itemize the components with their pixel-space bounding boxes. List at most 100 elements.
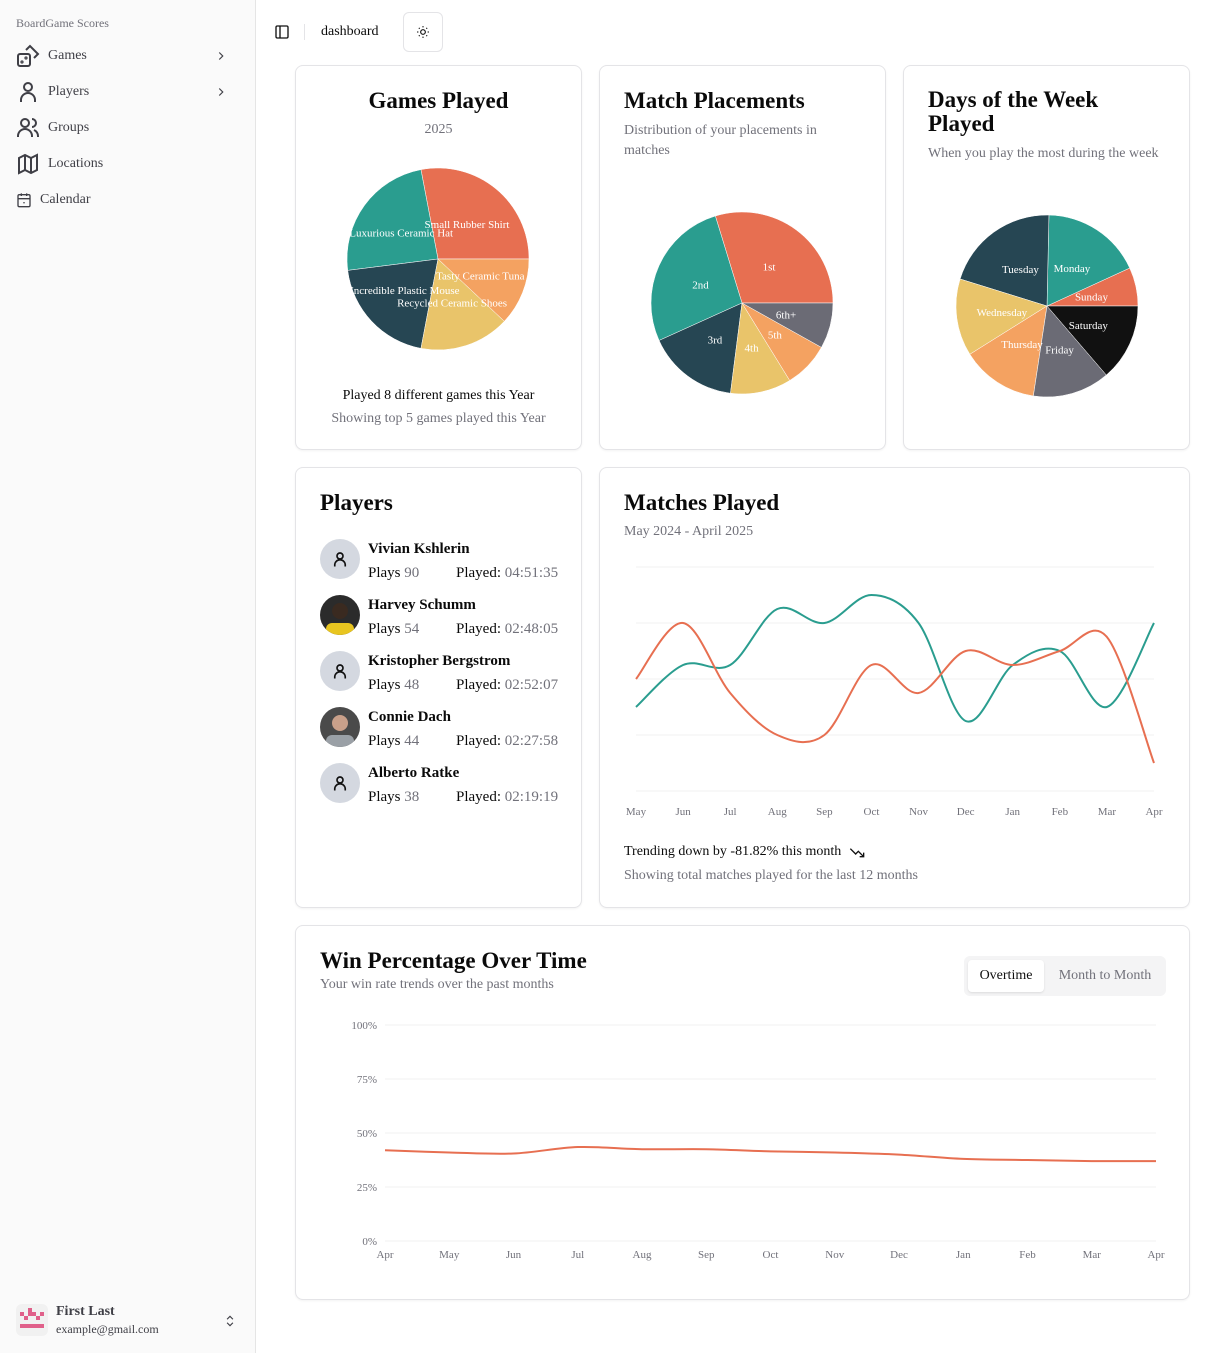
pie-slice[interactable] — [1033, 305, 1107, 398]
pie-slice[interactable] — [1046, 214, 1131, 307]
x-tick-label: Jun — [675, 806, 691, 818]
card-title: Players — [320, 490, 393, 515]
played-value: 02:19:19 — [504, 789, 559, 805]
pie-label: 1st — [763, 261, 776, 273]
x-tick-label: Jul — [724, 806, 737, 818]
plays-value: 54 — [404, 621, 420, 637]
x-tick-label: Feb — [1019, 1249, 1036, 1261]
user-menu[interactable]: First Last example@gmail.com — [16, 1304, 244, 1340]
x-tick-label: Jan — [956, 1249, 971, 1261]
pie-slice[interactable] — [969, 305, 1048, 397]
theme-toggle-button[interactable] — [403, 12, 443, 52]
pie-slice[interactable] — [1046, 305, 1139, 376]
user-name: First Last — [56, 1304, 115, 1319]
pie-slice[interactable] — [959, 214, 1050, 307]
card-title: Win Percentage Over Time — [320, 948, 587, 973]
player-name: Harvey Schumm — [368, 597, 476, 613]
pie-slice[interactable] — [437, 258, 530, 322]
pie-label: 6th+ — [776, 309, 796, 321]
breadcrumb[interactable]: dashboard — [321, 24, 379, 39]
plays-value: 90 — [404, 565, 420, 581]
pie-slice[interactable] — [650, 215, 743, 341]
x-tick-label: Dec — [957, 806, 975, 818]
win-line-chart: 0% 25% 50% 75% 100% Apr May Jun Jul Aug Sep Oct Nov D… — [351, 1020, 1165, 1261]
plays-label: Plays — [368, 565, 401, 581]
player-row[interactable]: Alberto Ratke Plays 38 Played: 02:19:19 — [320, 763, 570, 811]
player-row[interactable]: Vivian Kshlerin Plays 90 Played: 04:51:3… — [320, 539, 570, 587]
player-played: Played: 02:52:07 — [456, 677, 558, 694]
chevrons-up-down-icon[interactable] — [223, 1313, 237, 1329]
pie-slice[interactable] — [347, 258, 439, 349]
pie-label: 3rd — [708, 335, 723, 347]
dice-icon — [17, 44, 40, 67]
series-line — [384, 1145, 1157, 1163]
sidebar-item-calendar[interactable]: Calendar — [16, 186, 240, 214]
sidebar-item-groups[interactable]: Groups — [16, 114, 240, 142]
trend-text: Trending down by -81.82% this month — [624, 844, 865, 860]
sidebar-item-label: Calendar — [40, 192, 91, 207]
avatar — [320, 539, 360, 579]
pie-label: Tuesday — [1002, 264, 1039, 276]
pie-slice[interactable] — [658, 302, 743, 394]
avatar — [320, 707, 360, 747]
series-line — [635, 593, 1155, 723]
pie-label: 4th — [745, 342, 760, 354]
pie-slice[interactable] — [741, 302, 834, 348]
played-value: 02:48:05 — [504, 621, 559, 637]
card-subtitle: Distribution of your placements in match… — [624, 123, 817, 158]
x-tick-label: May — [439, 1249, 460, 1261]
x-tick-label: Aug — [768, 806, 787, 818]
pie-slice[interactable] — [715, 211, 834, 304]
avatar — [320, 763, 360, 803]
pie-slice[interactable] — [346, 169, 439, 271]
map-icon — [18, 153, 38, 175]
pie-slice[interactable] — [420, 167, 530, 260]
sidebar-item-games[interactable]: Games — [16, 42, 240, 70]
chevron-right-icon[interactable] — [214, 49, 228, 63]
player-plays: Plays 54 — [368, 621, 419, 638]
user-email: example@gmail.com — [56, 1322, 159, 1336]
pie-label: Small Rubber Shirt — [425, 219, 510, 231]
series-line — [635, 622, 1155, 764]
plays-value: 44 — [404, 733, 420, 749]
games-played-card: Games Played 2025 Small Rubber Shirt Luxu… — [295, 65, 582, 450]
days-pie-chart: Sunday Monday Tuesday Wednesday Thursday Frid… — [955, 214, 1139, 398]
played-label: Played: — [456, 733, 501, 749]
card-subtitle: 2025 — [424, 122, 453, 137]
pie-slice[interactable] — [420, 258, 505, 351]
player-plays: Plays 48 — [368, 677, 419, 694]
card-title: Days of the Week Played — [928, 87, 1099, 136]
toggle-month-to-month[interactable]: Month to Month — [1058, 968, 1152, 983]
x-tick-label: Apr — [1145, 806, 1162, 818]
sidebar-item-players[interactable]: Players — [16, 78, 240, 106]
pie-label: 5th — [768, 329, 783, 341]
player-row[interactable]: Kristopher Bergstrom Plays 48 Played: 02… — [320, 651, 570, 699]
player-row[interactable]: Harvey Schumm Plays 54 Played: 02:48:05 — [320, 595, 570, 643]
x-tick-label: Aug — [633, 1249, 652, 1261]
sidebar-toggle-icon[interactable] — [274, 24, 290, 40]
x-tick-label: Sep — [816, 806, 833, 818]
sidebar-item-label: Players — [48, 84, 90, 99]
chevron-right-icon[interactable] — [214, 85, 228, 99]
trend-label: Trending down by -81.82% this month — [624, 844, 842, 859]
player-row[interactable]: Connie Dach Plays 44 Played: 02:27:58 — [320, 707, 570, 755]
user-icon — [333, 664, 347, 679]
played-value: 02:52:07 — [504, 677, 559, 693]
sidebar-item-locations[interactable]: Locations — [16, 150, 240, 178]
plays-label: Plays — [368, 733, 401, 749]
pie-label: Monday — [1054, 263, 1091, 275]
player-plays: Plays 38 — [368, 789, 419, 806]
y-tick-label: 0% — [362, 1236, 377, 1248]
x-tick-label: Jul — [571, 1249, 584, 1261]
plays-label: Plays — [368, 789, 401, 805]
matches-footer: Showing total matches played for the las… — [624, 868, 918, 883]
pie-slice[interactable] — [955, 278, 1048, 355]
card-title: Match Placements — [624, 88, 805, 113]
player-name: Alberto Ratke — [368, 765, 460, 781]
played-label: Played: — [456, 565, 501, 581]
x-tick-label: Jun — [506, 1249, 522, 1261]
pie-label: Sunday — [1075, 291, 1109, 303]
toggle-overtime[interactable]: Overtime — [968, 960, 1044, 992]
y-tick-label: 25% — [357, 1182, 377, 1194]
x-tick-label: Oct — [864, 806, 880, 818]
